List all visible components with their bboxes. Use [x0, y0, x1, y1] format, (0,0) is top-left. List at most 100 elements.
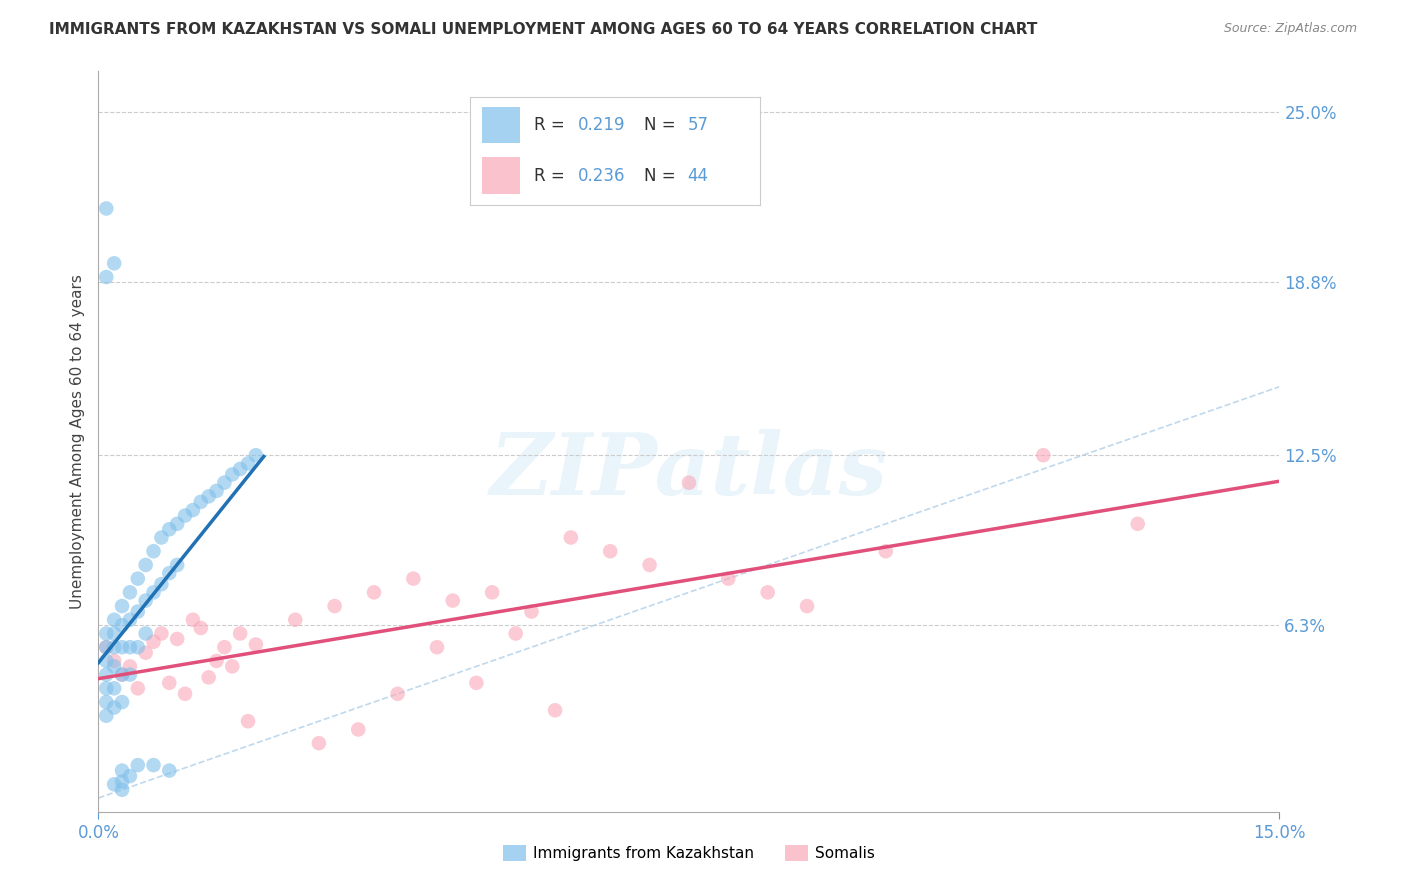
Point: [103, 640, 125, 655]
Point: [118, 769, 141, 783]
Point: [127, 572, 149, 586]
Point: [465, 676, 488, 690]
Point: [111, 618, 134, 632]
Point: [96, 708, 118, 723]
Point: [190, 495, 212, 509]
Point: [135, 646, 157, 660]
Point: [135, 626, 157, 640]
Point: [756, 585, 779, 599]
Point: [1126, 516, 1149, 531]
Point: [111, 599, 134, 613]
Point: [150, 626, 173, 640]
Point: [111, 774, 134, 789]
Point: [96, 640, 118, 655]
Point: [363, 585, 385, 599]
Point: [221, 467, 243, 482]
Point: [205, 483, 228, 498]
Point: [229, 626, 252, 640]
Point: [205, 654, 228, 668]
Point: [505, 626, 527, 640]
Point: [135, 593, 157, 607]
Point: [157, 764, 180, 778]
Point: [150, 531, 173, 545]
Point: [103, 256, 125, 270]
Point: [520, 605, 543, 619]
Point: [142, 758, 165, 772]
Point: [118, 667, 141, 681]
Point: [111, 695, 134, 709]
Point: [796, 599, 818, 613]
Point: [245, 637, 267, 651]
Point: [236, 457, 259, 471]
Point: [166, 632, 188, 646]
Point: [157, 566, 180, 581]
Point: [118, 585, 141, 599]
Point: [142, 585, 165, 599]
Point: [111, 667, 134, 681]
Point: [96, 695, 118, 709]
Point: [103, 659, 125, 673]
Point: [157, 676, 180, 690]
Text: Source: ZipAtlas.com: Source: ZipAtlas.com: [1223, 22, 1357, 36]
Point: [118, 659, 141, 673]
Point: [127, 640, 149, 655]
Point: [174, 508, 197, 523]
Point: [142, 544, 165, 558]
Point: [103, 777, 125, 791]
Point: [103, 700, 125, 714]
Point: [96, 681, 118, 696]
Point: [197, 489, 219, 503]
Point: [103, 613, 125, 627]
Point: [150, 577, 173, 591]
Point: [387, 687, 409, 701]
Point: [96, 654, 118, 668]
Point: [127, 605, 149, 619]
Point: [717, 572, 740, 586]
Point: [111, 764, 134, 778]
Point: [214, 475, 236, 490]
Point: [103, 626, 125, 640]
Point: [190, 621, 212, 635]
Point: [638, 558, 661, 572]
Point: [103, 654, 125, 668]
Point: [103, 681, 125, 696]
Point: [157, 522, 180, 536]
Point: [181, 503, 204, 517]
Point: [214, 640, 236, 655]
Text: ZIPatlas: ZIPatlas: [489, 429, 889, 513]
Point: [96, 667, 118, 681]
Point: [197, 670, 219, 684]
Point: [111, 640, 134, 655]
Point: [323, 599, 346, 613]
Point: [678, 475, 700, 490]
Point: [544, 703, 567, 717]
Point: [127, 681, 149, 696]
Point: [135, 558, 157, 572]
Point: [245, 448, 267, 462]
Point: [166, 558, 188, 572]
Point: [118, 640, 141, 655]
Point: [347, 723, 370, 737]
Point: [96, 202, 118, 216]
Point: [166, 516, 188, 531]
Point: [111, 782, 134, 797]
Point: [174, 687, 197, 701]
Point: [236, 714, 259, 729]
Point: [142, 634, 165, 648]
Point: [402, 572, 425, 586]
Point: [426, 640, 449, 655]
Point: [875, 544, 897, 558]
Point: [284, 613, 307, 627]
Y-axis label: Unemployment Among Ages 60 to 64 years: Unemployment Among Ages 60 to 64 years: [69, 274, 84, 609]
Point: [96, 270, 118, 285]
Point: [127, 758, 149, 772]
Point: [118, 613, 141, 627]
Point: [599, 544, 621, 558]
Point: [229, 462, 252, 476]
Point: [560, 531, 582, 545]
Point: [308, 736, 330, 750]
Point: [96, 626, 118, 640]
Point: [111, 667, 134, 681]
Text: IMMIGRANTS FROM KAZAKHSTAN VS SOMALI UNEMPLOYMENT AMONG AGES 60 TO 64 YEARS CORR: IMMIGRANTS FROM KAZAKHSTAN VS SOMALI UNE…: [49, 22, 1038, 37]
Point: [96, 640, 118, 655]
